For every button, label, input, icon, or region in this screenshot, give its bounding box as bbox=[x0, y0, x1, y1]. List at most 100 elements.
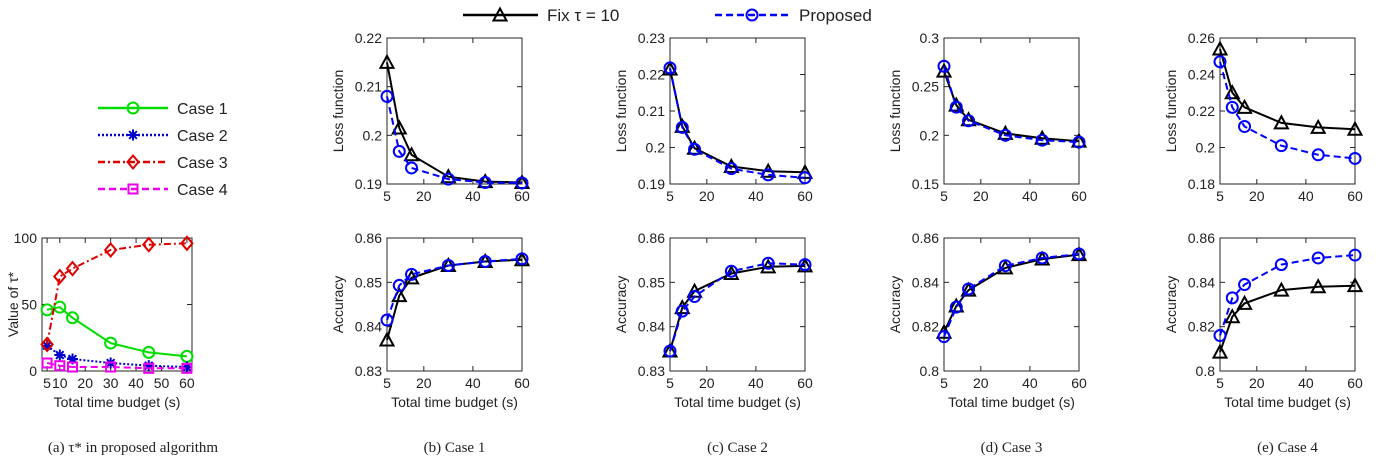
plot-frame bbox=[669, 37, 806, 185]
data-point bbox=[181, 361, 193, 373]
y-tick-label: 0.15 bbox=[912, 176, 939, 192]
y-tick-label: 0.82 bbox=[1188, 319, 1215, 335]
data-point bbox=[67, 361, 79, 373]
x-tick-label: 5 bbox=[666, 188, 674, 204]
x-tick-label: 60 bbox=[1347, 375, 1363, 391]
data-point bbox=[724, 162, 738, 176]
x-tick-label: 20 bbox=[416, 188, 432, 204]
panel-e-loss-plot: 5 20 40 60 0.18 0.2 0.22 0.24 0.26 Loss function bbox=[1163, 30, 1364, 204]
x-axis-label: Total time budget (s) bbox=[674, 394, 801, 410]
legend-marker bbox=[745, 8, 759, 22]
x-tick-label: 20 bbox=[699, 188, 715, 204]
y-tick-label: 0.84 bbox=[355, 319, 382, 335]
panel-d-loss-plot: 5 20 40 60 0.15 0.2 0.25 0.3 Loss function bbox=[887, 30, 1088, 204]
y-tick-label: 0.2 bbox=[1196, 140, 1216, 156]
y-tick-label: 0.2 bbox=[363, 127, 383, 143]
x-axis-label: Total time budget (s) bbox=[54, 394, 181, 410]
x-tick-label: 60 bbox=[1071, 188, 1087, 204]
series-proposed bbox=[663, 256, 812, 358]
x-tick-label: 40 bbox=[748, 188, 764, 204]
data-point bbox=[40, 336, 54, 353]
data-point bbox=[796, 163, 814, 179]
data-point bbox=[661, 60, 679, 76]
x-tick-label: 5 bbox=[940, 375, 948, 391]
data-point bbox=[1072, 247, 1086, 261]
x-tick-label: 5 bbox=[383, 375, 391, 391]
data-point bbox=[1236, 98, 1253, 114]
data-point bbox=[392, 278, 406, 292]
data-point bbox=[378, 53, 396, 69]
data-point bbox=[688, 290, 702, 304]
data-point bbox=[1310, 278, 1327, 294]
data-point bbox=[378, 331, 396, 347]
data-point bbox=[937, 59, 951, 73]
data-point bbox=[798, 258, 812, 272]
data-point bbox=[53, 300, 67, 314]
x-tick-label: 20 bbox=[1249, 188, 1265, 204]
y-axis-label: Accuracy bbox=[887, 276, 903, 334]
legend-item-circle: Proposed bbox=[715, 6, 872, 25]
y-tick-label: 0.26 bbox=[1188, 30, 1215, 46]
data-point bbox=[1348, 248, 1362, 262]
data-point bbox=[1213, 55, 1227, 69]
data-point bbox=[1348, 151, 1362, 165]
data-point bbox=[686, 139, 703, 155]
x-tick-label: 20 bbox=[973, 375, 989, 391]
data-point bbox=[441, 258, 455, 272]
y-tick-label: 0.86 bbox=[638, 230, 665, 246]
data-point bbox=[937, 330, 951, 344]
y-tick-label: 0.8 bbox=[1196, 363, 1216, 379]
data-point bbox=[41, 357, 53, 369]
data-point bbox=[1213, 329, 1227, 343]
data-point bbox=[180, 235, 194, 252]
data-point bbox=[403, 146, 420, 162]
y-tick-label: 0.18 bbox=[1188, 176, 1215, 192]
data-point bbox=[52, 268, 67, 285]
panel-e-accuracy-plot: 5 20 40 60 0.8 0.82 0.84 0.86 Accuracy Total time… bbox=[1163, 230, 1364, 410]
data-point bbox=[143, 362, 155, 374]
data-point bbox=[675, 304, 689, 318]
data-point bbox=[1034, 129, 1051, 145]
data-point bbox=[440, 168, 457, 184]
x-tick-label: 40 bbox=[1298, 188, 1314, 204]
panel-b-accuracy-plot: 5 20 40 60 0.83 0.84 0.85 0.86 Accuracy Total tim… bbox=[330, 230, 531, 410]
y-axis-label: Loss function bbox=[613, 70, 629, 153]
panel-c-loss-plot: 5 20 40 60 0.19 0.2 0.21 0.22 0.23 Loss function bbox=[613, 30, 814, 204]
data-point bbox=[1311, 251, 1325, 265]
caption-d: (d) Case 3 bbox=[981, 440, 1043, 456]
y-axis-label: Accuracy bbox=[330, 276, 346, 334]
data-point bbox=[441, 172, 455, 186]
series-proposed bbox=[380, 89, 529, 190]
data-point bbox=[1346, 277, 1364, 293]
x-axis-label: Total time budget (s) bbox=[391, 394, 518, 410]
x-axis-label: Total time budget (s) bbox=[948, 394, 1075, 410]
data-point bbox=[798, 171, 812, 185]
panel-b-loss-plot: 5 20 40 60 0.19 0.2 0.21 0.22 Loss function bbox=[330, 30, 531, 204]
plot-frame bbox=[386, 237, 523, 372]
data-point bbox=[1238, 278, 1252, 292]
data-point bbox=[380, 313, 394, 327]
y-tick-label: 0 bbox=[29, 363, 37, 379]
x-tick-label: 40 bbox=[465, 188, 481, 204]
series-proposed bbox=[937, 59, 1086, 149]
plot-frame bbox=[41, 237, 193, 372]
panel-a-legend: Case 1 Case 2 Case 3 Case 4 bbox=[98, 101, 228, 199]
x-tick-label: 5 bbox=[940, 188, 948, 204]
data-point bbox=[949, 300, 963, 314]
x-tick-label: 5 bbox=[43, 375, 51, 391]
legend-label: Case 2 bbox=[177, 128, 228, 145]
series-line bbox=[1219, 48, 1356, 131]
x-tick-label: 50 bbox=[154, 375, 170, 391]
panel-d-accuracy-plot: 5 20 40 60 0.8 0.82 0.84 0.86 Accuracy Total time… bbox=[887, 230, 1088, 410]
series-line bbox=[46, 362, 187, 370]
x-tick-label: 40 bbox=[1022, 188, 1038, 204]
y-axis-label: Accuracy bbox=[613, 276, 629, 334]
x-tick-label: 40 bbox=[465, 375, 481, 391]
data-point bbox=[675, 120, 689, 134]
series-case-3 bbox=[40, 235, 194, 353]
data-point bbox=[1072, 135, 1086, 149]
data-point bbox=[141, 236, 156, 253]
data-point bbox=[761, 256, 775, 270]
data-point bbox=[103, 241, 118, 259]
y-tick-label: 0.25 bbox=[912, 79, 939, 95]
